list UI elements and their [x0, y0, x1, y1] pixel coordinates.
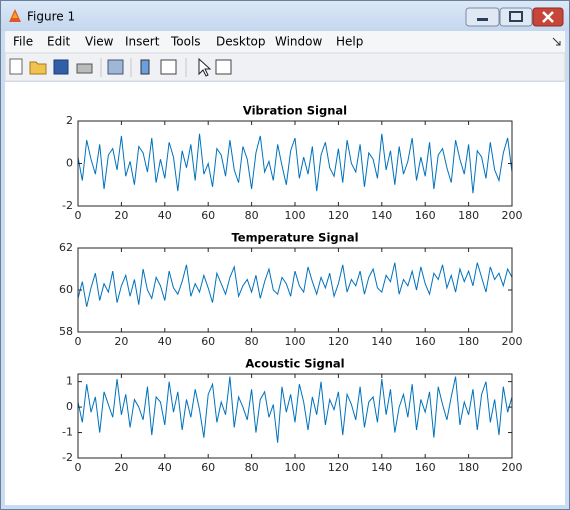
- print-icon[interactable]: [76, 63, 93, 74]
- plot-area: [78, 248, 512, 332]
- x-tick-label: 100: [285, 461, 306, 474]
- x-tick-label: 40: [158, 209, 172, 222]
- x-tick-label: 100: [285, 335, 306, 348]
- x-tick-label: 20: [114, 461, 128, 474]
- x-tick-label: 40: [158, 335, 172, 348]
- menu-item[interactable]: Desktop: [216, 35, 266, 49]
- menu-item[interactable]: File: [13, 35, 33, 49]
- maximize-button[interactable]: [499, 7, 533, 27]
- pointer-icon[interactable]: [198, 57, 212, 77]
- x-tick-label: 200: [502, 209, 523, 222]
- x-tick-label: 140: [371, 335, 392, 348]
- x-tick-label: 60: [201, 209, 215, 222]
- dock-arrow[interactable]: [552, 37, 561, 46]
- signal-line: [77, 376, 513, 443]
- x-tick-label: 120: [328, 461, 349, 474]
- y-tick-label: 60: [59, 283, 73, 296]
- y-tick-label: -2: [62, 451, 73, 464]
- x-tick-label: 100: [285, 209, 306, 222]
- menu-item[interactable]: View: [85, 35, 114, 49]
- menu-item[interactable]: Window: [275, 35, 323, 49]
- minimize-button[interactable]: [465, 7, 500, 27]
- x-tick-label: 80: [245, 209, 259, 222]
- menu-item[interactable]: Help: [336, 35, 363, 49]
- chart-title: Vibration Signal: [243, 104, 347, 118]
- plot-area: [78, 121, 512, 206]
- link-icon[interactable]: [107, 59, 124, 75]
- x-tick-label: 160: [415, 461, 436, 474]
- x-tick-label: 20: [114, 335, 128, 348]
- property-icon[interactable]: [215, 59, 232, 75]
- new-icon[interactable]: [9, 58, 23, 75]
- toolbar-icons: [9, 57, 232, 77]
- axes-box: [77, 373, 513, 459]
- y-tick-label: -2: [62, 199, 73, 212]
- x-tick-label: 160: [415, 335, 436, 348]
- x-tick-label: 180: [458, 209, 479, 222]
- axes: 58 60 62 0 20 40 60 80 100 120 140 160 180 200 Tempera…: [59, 231, 523, 349]
- window-controls: [465, 7, 564, 27]
- x-tick-label: 60: [201, 335, 215, 348]
- legend-icon[interactable]: [160, 59, 177, 75]
- x-tick-label: 40: [158, 461, 172, 474]
- signal-line: [77, 133, 513, 194]
- x-tick-label: 80: [245, 461, 259, 474]
- chart-title: Acoustic Signal: [245, 357, 344, 371]
- y-tick-label: 62: [59, 241, 73, 254]
- toolbar: [4, 52, 566, 82]
- x-tick-label: 140: [371, 209, 392, 222]
- axes-box: [77, 247, 513, 333]
- menu-item[interactable]: Tools: [170, 35, 201, 49]
- chart-title: Temperature Signal: [231, 231, 358, 245]
- menu: File Edit View Insert Tools Desktop Window Help: [13, 35, 363, 49]
- axes-box: [77, 120, 513, 207]
- y-tick-label: 0: [66, 157, 73, 170]
- y-tick-label: -1: [62, 426, 73, 439]
- x-tick-label: 20: [114, 209, 128, 222]
- y-tick-label: 1: [66, 375, 73, 388]
- colorbar-icon[interactable]: [140, 59, 150, 75]
- y-tick-label: 2: [66, 114, 73, 127]
- x-tick-label: 200: [502, 335, 523, 348]
- x-tick-label: 200: [502, 461, 523, 474]
- app-icon: [9, 9, 21, 22]
- x-tick-label: 60: [201, 461, 215, 474]
- x-tick-label: 120: [328, 335, 349, 348]
- open-icon[interactable]: [29, 61, 47, 75]
- menu-item[interactable]: Insert: [125, 35, 160, 49]
- x-tick-label: 180: [458, 461, 479, 474]
- x-tick-label: 160: [415, 209, 436, 222]
- window-title: Figure 1: [27, 10, 75, 24]
- x-tick-label: 0: [75, 209, 82, 222]
- signal-line: [77, 262, 513, 307]
- menu-bar: [5, 31, 565, 53]
- x-tick-label: 140: [371, 461, 392, 474]
- x-tick-label: 0: [75, 461, 82, 474]
- save-icon[interactable]: [53, 59, 69, 75]
- x-tick-label: 80: [245, 335, 259, 348]
- x-tick-label: 120: [328, 209, 349, 222]
- y-tick-label: 0: [66, 400, 73, 413]
- x-tick-label: 180: [458, 335, 479, 348]
- y-tick-label: 58: [59, 325, 73, 338]
- x-tick-label: 0: [75, 335, 82, 348]
- menu-item[interactable]: Edit: [47, 35, 71, 49]
